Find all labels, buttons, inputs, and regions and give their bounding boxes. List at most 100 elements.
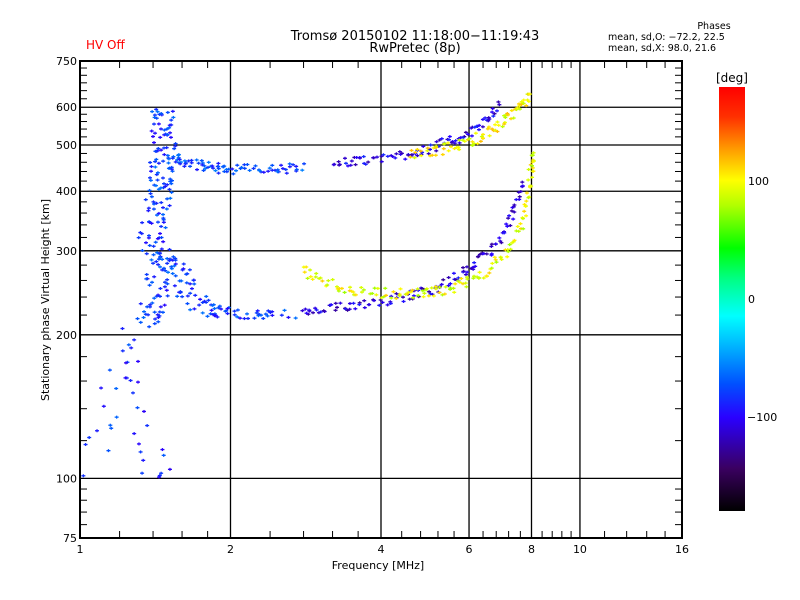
y-tick-label: 200 bbox=[56, 329, 77, 342]
data-point bbox=[491, 114, 496, 118]
data-point bbox=[456, 145, 461, 149]
data-point bbox=[159, 247, 164, 251]
data-point bbox=[390, 155, 395, 159]
data-point bbox=[270, 163, 275, 167]
data-point bbox=[211, 166, 216, 170]
data-point bbox=[477, 253, 482, 257]
data-point bbox=[441, 147, 446, 151]
data-point bbox=[155, 171, 160, 175]
data-point bbox=[304, 265, 309, 269]
data-point bbox=[99, 386, 104, 390]
data-point bbox=[215, 315, 220, 319]
data-point bbox=[388, 302, 393, 306]
data-point bbox=[333, 301, 338, 305]
data-point bbox=[153, 131, 158, 135]
data-point bbox=[366, 160, 371, 164]
data-point bbox=[294, 168, 299, 172]
data-point bbox=[161, 453, 166, 457]
data-point bbox=[147, 325, 152, 329]
data-point bbox=[279, 313, 284, 317]
data-point bbox=[171, 115, 176, 119]
y-tick-label: 100 bbox=[56, 472, 77, 485]
data-point bbox=[193, 293, 198, 297]
data-point bbox=[505, 255, 510, 259]
data-point bbox=[426, 294, 431, 298]
data-point bbox=[168, 131, 173, 135]
data-point bbox=[157, 310, 162, 314]
data-point bbox=[530, 166, 535, 170]
data-point bbox=[188, 308, 193, 312]
data-point bbox=[268, 310, 273, 314]
data-point bbox=[221, 165, 226, 169]
data-point bbox=[251, 166, 256, 170]
data-point bbox=[140, 471, 145, 475]
data-point bbox=[483, 116, 488, 120]
data-point bbox=[206, 298, 211, 302]
data-point bbox=[394, 296, 399, 300]
data-point bbox=[261, 170, 266, 174]
data-point bbox=[167, 248, 172, 252]
data-point bbox=[159, 201, 164, 205]
data-point bbox=[153, 149, 158, 153]
data-point bbox=[375, 286, 380, 290]
x-tick-label: 6 bbox=[466, 543, 473, 556]
data-point bbox=[461, 269, 466, 273]
data-point bbox=[141, 458, 146, 462]
data-point bbox=[235, 315, 240, 319]
data-point bbox=[167, 126, 172, 130]
data-point bbox=[318, 276, 323, 280]
data-point bbox=[168, 135, 173, 139]
data-point bbox=[238, 316, 243, 320]
data-point bbox=[413, 150, 418, 154]
data-point bbox=[176, 156, 181, 160]
axis-ticks bbox=[80, 61, 682, 538]
data-point bbox=[155, 237, 160, 241]
x-tick-label: 4 bbox=[378, 543, 385, 556]
data-point bbox=[158, 305, 163, 309]
data-point bbox=[493, 123, 498, 127]
data-point bbox=[95, 429, 100, 433]
data-point bbox=[167, 204, 172, 208]
data-point bbox=[434, 140, 439, 144]
data-point bbox=[255, 309, 260, 313]
data-point bbox=[188, 291, 193, 295]
data-point bbox=[109, 426, 114, 430]
data-point bbox=[187, 268, 192, 272]
data-point bbox=[151, 207, 156, 211]
data-point bbox=[345, 308, 350, 312]
data-point bbox=[473, 131, 478, 135]
data-point bbox=[512, 203, 517, 207]
data-point bbox=[474, 124, 479, 128]
data-point bbox=[153, 165, 158, 169]
data-point bbox=[147, 188, 152, 192]
data-point bbox=[362, 299, 367, 303]
data-point bbox=[161, 216, 166, 220]
data-point bbox=[530, 160, 535, 164]
data-point bbox=[165, 110, 170, 114]
y-tick-label: 750 bbox=[56, 55, 77, 68]
data-point bbox=[140, 221, 145, 225]
data-point bbox=[158, 127, 163, 131]
data-point bbox=[203, 167, 208, 171]
data-point bbox=[411, 294, 416, 298]
data-point bbox=[128, 378, 133, 382]
data-point bbox=[377, 303, 382, 307]
data-point bbox=[164, 207, 169, 211]
data-point bbox=[469, 134, 474, 138]
data-point bbox=[475, 142, 480, 146]
data-point bbox=[472, 274, 477, 278]
data-point bbox=[166, 157, 171, 161]
data-point bbox=[451, 271, 456, 275]
data-point bbox=[520, 180, 525, 184]
data-point bbox=[461, 136, 466, 140]
data-point bbox=[487, 134, 492, 138]
chart-title: Tromsø 20150102 11:18:00−11:19:43 bbox=[290, 29, 540, 44]
data-point bbox=[153, 240, 158, 244]
data-point bbox=[158, 286, 163, 290]
data-point bbox=[170, 109, 175, 113]
data-point bbox=[457, 141, 462, 145]
data-point bbox=[172, 147, 177, 151]
data-point bbox=[135, 406, 140, 410]
data-point bbox=[173, 258, 178, 262]
data-point bbox=[126, 343, 131, 347]
